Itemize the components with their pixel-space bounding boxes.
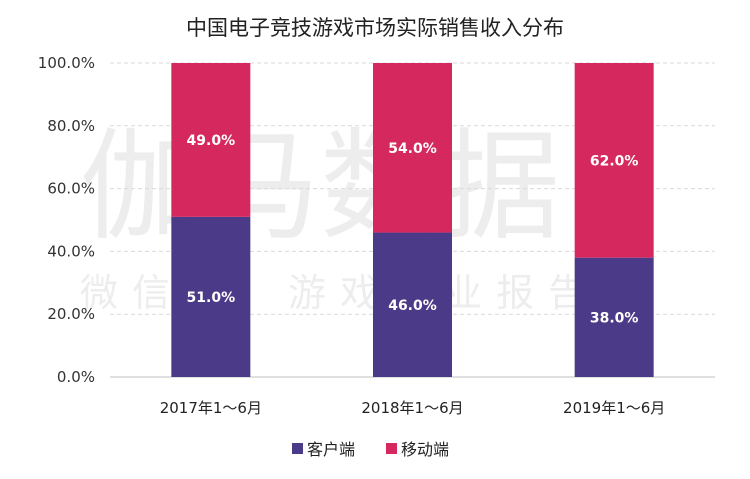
watermark-sub: 微信号：游戏产业报告 xyxy=(80,271,600,315)
y-tick-label: 20.0% xyxy=(47,305,95,323)
x-tick-label: 2017年1～6月 xyxy=(160,399,262,417)
y-tick-label: 40.0% xyxy=(47,242,95,260)
bar-segment-client xyxy=(373,232,452,377)
data-label: 54.0% xyxy=(388,141,437,157)
bar-segment-client xyxy=(574,257,654,377)
y-tick-label: 60.0% xyxy=(47,180,95,198)
y-tick-label: 100.0% xyxy=(38,54,95,72)
bars: 51.0% 49.0% 46.0% 54.0% 38.0% 62.0% xyxy=(171,63,654,377)
x-tick-label: 2019年1～6月 xyxy=(563,399,665,417)
bar-segment-mobile xyxy=(373,63,452,233)
y-axis: 0.0% 20.0% 40.0% 60.0% 80.0% 100.0% xyxy=(38,54,95,386)
legend-label: 移动端 xyxy=(401,440,449,459)
x-tick-label: 2018年1～6月 xyxy=(361,399,463,417)
y-tick-label: 80.0% xyxy=(47,117,95,135)
watermark: 伽马数据 微信号：游戏产业报告 xyxy=(80,118,600,315)
y-tick-label: 0.0% xyxy=(57,368,95,386)
x-axis: 2017年1～6月 2018年1～6月 2019年1～6月 xyxy=(160,399,666,417)
watermark-main: 伽马数据 xyxy=(80,118,560,257)
data-label: 49.0% xyxy=(187,133,236,149)
chart-title: 中国电子竞技游戏市场实际销售收入分布 xyxy=(186,16,564,40)
legend-label: 客户端 xyxy=(307,440,355,459)
data-label: 38.0% xyxy=(590,310,639,326)
data-label: 46.0% xyxy=(388,298,437,314)
data-label: 62.0% xyxy=(590,153,639,169)
bar-segment-mobile xyxy=(574,63,654,258)
legend-swatch xyxy=(386,443,397,454)
data-label: 51.0% xyxy=(187,290,236,306)
legend-swatch xyxy=(292,443,303,454)
bar-segment-mobile xyxy=(171,63,251,217)
bar-segment-client xyxy=(171,216,251,377)
legend: 客户端 移动端 xyxy=(292,440,449,459)
